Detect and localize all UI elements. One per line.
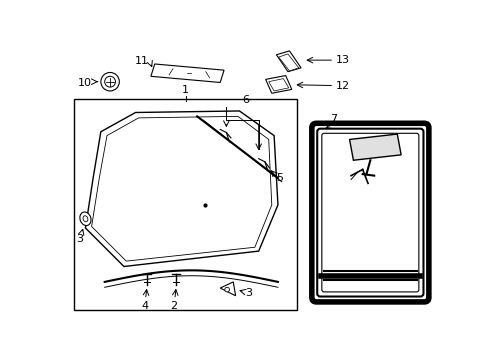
Text: 1: 1 (182, 85, 189, 95)
Text: 12: 12 (335, 81, 349, 91)
Text: 9: 9 (342, 193, 348, 203)
Polygon shape (349, 134, 400, 160)
Polygon shape (268, 78, 288, 91)
Text: 7: 7 (329, 114, 337, 124)
Text: 10: 10 (78, 78, 91, 88)
Polygon shape (265, 76, 291, 93)
Text: 11: 11 (134, 56, 148, 66)
Bar (74, 99, 297, 310)
Circle shape (104, 76, 115, 87)
FancyBboxPatch shape (311, 123, 428, 302)
Text: 13: 13 (335, 55, 349, 65)
Text: 2: 2 (170, 301, 177, 311)
FancyBboxPatch shape (321, 133, 418, 292)
Polygon shape (85, 111, 277, 266)
Polygon shape (276, 51, 301, 72)
Text: 8: 8 (409, 144, 417, 154)
Text: 5: 5 (276, 173, 283, 183)
Text: 3: 3 (77, 234, 83, 244)
Text: 4: 4 (141, 301, 148, 311)
Text: 3: 3 (245, 288, 252, 298)
Polygon shape (151, 64, 224, 82)
Polygon shape (278, 54, 298, 71)
FancyBboxPatch shape (317, 129, 423, 297)
Circle shape (101, 72, 119, 91)
Text: 6: 6 (242, 95, 248, 105)
Ellipse shape (224, 287, 229, 292)
Polygon shape (220, 282, 235, 296)
Ellipse shape (80, 212, 91, 225)
Ellipse shape (83, 216, 88, 222)
